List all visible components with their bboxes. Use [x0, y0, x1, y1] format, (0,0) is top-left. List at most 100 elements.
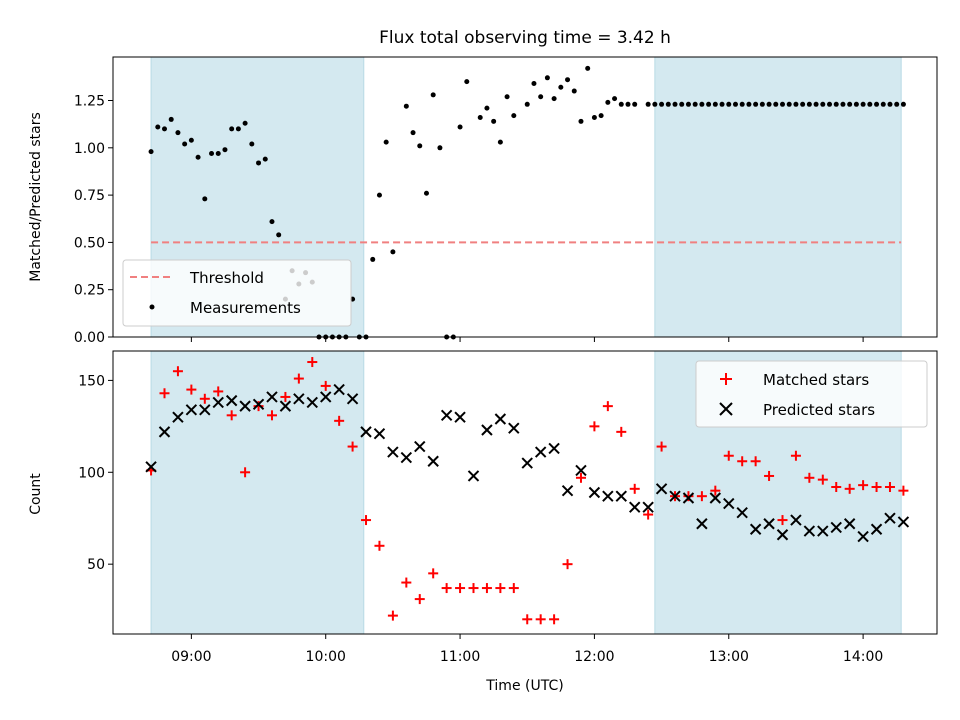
measurement-point [168, 116, 174, 122]
measurement-point [659, 101, 665, 107]
measurement-point [565, 77, 571, 83]
predicted-point [293, 393, 305, 405]
measurement-point [376, 192, 382, 198]
bottom-shaded-interval [150, 350, 365, 635]
measurement-point [148, 149, 154, 155]
predicted-point [494, 413, 507, 425]
matched-point [455, 583, 466, 594]
predicted-point [400, 451, 413, 464]
measurement-point [618, 101, 624, 107]
matched-point [334, 415, 345, 426]
measurement-point [571, 88, 577, 94]
top-y-tick-label: 0.00 [74, 330, 105, 346]
measurement-point [491, 118, 497, 124]
measurement-point [746, 101, 752, 107]
measurement-point [484, 105, 490, 111]
predicted-point [803, 525, 816, 537]
measurement-point [390, 249, 396, 255]
matched-point [696, 491, 707, 502]
measurement-point [833, 101, 839, 107]
matched-point [884, 481, 895, 492]
top-y-tick-label: 1.00 [74, 141, 105, 157]
measurement-point [437, 145, 443, 151]
measurement-point [625, 101, 631, 107]
bottom-axes-frame [112, 350, 938, 635]
predicted-point [320, 391, 332, 403]
matched-point [710, 485, 721, 496]
measurement-point [860, 101, 866, 107]
bottom-y-tick-label: 150 [78, 373, 105, 389]
measurement-point [544, 75, 550, 81]
matched-point [495, 583, 506, 594]
measurement-point [645, 101, 651, 107]
measurement-point [383, 139, 389, 145]
predicted-point [763, 518, 775, 530]
top-y-tick-label: 0.50 [74, 235, 105, 251]
matched-point [602, 401, 613, 412]
measurement-point [813, 101, 819, 107]
predicted-point [467, 470, 480, 482]
predicted-point [306, 396, 318, 409]
matched-point [172, 366, 183, 377]
predicted-point [776, 529, 789, 541]
measurement-point [215, 150, 221, 156]
measurement-point [726, 101, 732, 107]
predicted-point [548, 442, 560, 455]
measurement-point [457, 124, 463, 130]
predicted-point [642, 501, 654, 513]
chart-title: Flux total observing time = 3.42 h [379, 28, 671, 48]
matched-point [871, 481, 882, 492]
matched-point [629, 483, 640, 494]
measurement-point [410, 130, 416, 136]
measurement-point [598, 113, 604, 119]
matched-point [858, 480, 869, 491]
measurement-point [665, 101, 671, 107]
measurement-point [195, 154, 201, 160]
top-panel: 0.00 0.25 0.50 0.75 1.00 1.25 [74, 56, 938, 346]
top-y-tick-label: 1.25 [74, 94, 105, 110]
measurement-point [202, 196, 208, 202]
measurement-point [464, 79, 470, 85]
legend-matched-swatch [720, 373, 732, 385]
matched-point [804, 472, 815, 483]
matched-point [213, 386, 224, 397]
matched-point [401, 577, 412, 588]
matched-point [240, 467, 251, 478]
measurement-point [276, 232, 282, 238]
x-tick-label: 11:00 [440, 649, 480, 665]
predicted-point [387, 446, 399, 458]
measurement-point [242, 120, 248, 126]
top-y-tick-label: 0.25 [74, 283, 105, 299]
measurement-point [477, 115, 483, 121]
matched-point [414, 594, 425, 605]
measurement-point [786, 101, 792, 107]
measurement-point [867, 101, 873, 107]
measurement-point [806, 101, 812, 107]
measurement-point [222, 147, 228, 153]
measurement-point [773, 101, 779, 107]
predicted-point [602, 490, 614, 502]
top-legend-box [122, 259, 352, 327]
predicted-point [561, 484, 574, 497]
measurement-point [820, 101, 826, 107]
predicted-point [333, 383, 345, 396]
predicted-point [534, 446, 547, 458]
predicted-point [346, 393, 359, 405]
measurement-point [679, 101, 685, 107]
bottom-y-tick-label: 100 [78, 465, 105, 481]
legend-threshold-label: Threshold [189, 269, 264, 287]
matched-point [186, 384, 197, 395]
matched-point [428, 568, 439, 579]
predicted-point [145, 461, 157, 473]
measurement-point [417, 143, 423, 149]
top-legend: Threshold Measurements [122, 259, 352, 327]
matched-point [643, 509, 654, 520]
measurement-point [262, 156, 268, 162]
measurement-point [712, 101, 718, 107]
predicted-point [481, 424, 493, 436]
matched-point [844, 483, 855, 494]
matched-point [575, 472, 586, 483]
measurement-point [853, 101, 859, 107]
matched-point [777, 515, 788, 526]
matched-point [522, 614, 533, 625]
